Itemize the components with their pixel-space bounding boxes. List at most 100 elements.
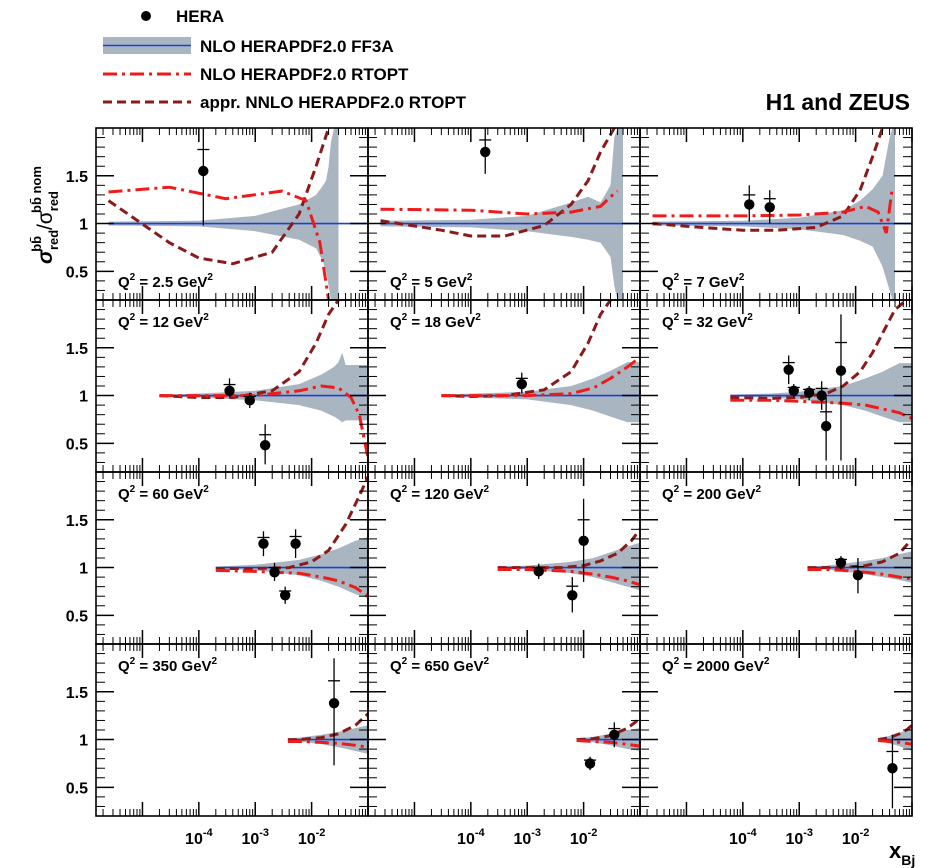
uncertainty-band — [380, 128, 623, 300]
nlo-rtopt-curve — [807, 568, 912, 581]
x-tick-label: 10-2 — [842, 827, 870, 848]
legend-hera-label: HERA — [176, 7, 224, 26]
data-point — [224, 385, 235, 396]
y-tick-label: 1.5 — [66, 513, 88, 530]
x-tick-label: 10-3 — [513, 827, 541, 848]
panel-2: Q2 = 5 GeV2 — [380, 128, 640, 300]
nlo-rtopt-curve — [380, 189, 619, 216]
nlo-rtopt-curve — [108, 185, 331, 300]
panel-plot-area — [159, 300, 368, 465]
nnlo-rtopt-curve — [159, 300, 340, 399]
uncertainty-band — [441, 362, 640, 423]
data-point — [259, 440, 271, 451]
uncertainty-band — [108, 128, 339, 300]
panel-4: Q2 = 12 GeV2 — [118, 300, 368, 465]
data-point — [516, 378, 527, 390]
data-point — [533, 566, 544, 577]
nnlo-rtopt-curve — [807, 537, 912, 570]
y-tick-label: 1 — [79, 733, 88, 750]
legend-nnlo-label: appr. NNLO HERAPDF2.0 RTOPT — [200, 93, 467, 112]
panel-plot-area — [576, 717, 640, 771]
data-point — [820, 420, 832, 432]
panel-q2-label: Q2 = 2000 GeV2 — [662, 656, 770, 675]
panel-plot-area — [497, 498, 640, 613]
panel-q2-label: Q2 = 350 GeV2 — [118, 656, 218, 675]
panel-9: Q2 = 200 GeV2 — [662, 484, 912, 594]
y-tick-label: 0.5 — [66, 264, 88, 281]
panel-10: Q2 = 350 GeV2 — [118, 656, 368, 766]
panel-6: Q2 = 32 GeV2 — [662, 300, 912, 461]
panel-q2-label: Q2 = 5 GeV2 — [390, 272, 473, 291]
x-tick-label: 10-2 — [570, 827, 598, 848]
nlo-rtopt-curve — [877, 739, 912, 746]
chart-title: H1 and ZEUS — [766, 89, 910, 115]
y-tick-label: 1.5 — [66, 341, 88, 358]
panel-q2-label: Q2 = 60 GeV2 — [118, 484, 209, 503]
panel-plot-area — [730, 300, 912, 461]
nnlo-rtopt-curve — [287, 712, 368, 742]
legend-nlo-label: NLO HERAPDF2.0 RTOPT — [200, 65, 409, 84]
data-point — [480, 146, 491, 158]
nlo-rtopt-curve — [215, 568, 368, 598]
data-point — [816, 390, 827, 401]
x-tick-label: 10-4 — [729, 827, 757, 848]
data-point — [578, 535, 589, 546]
y-tick-label: 1.5 — [66, 169, 88, 186]
panel-q2-label: Q2 = 200 GeV2 — [662, 484, 762, 503]
y-tick-label: 0.5 — [66, 780, 88, 797]
y-tick-label: 0.5 — [66, 436, 88, 453]
x-tick-label: 10-4 — [185, 827, 213, 848]
panel-11: Q2 = 650 GeV2 — [390, 656, 640, 771]
data-point — [835, 557, 847, 568]
panel-1: Q2 = 2.5 GeV2 — [107, 128, 368, 300]
uncertainty-band — [159, 352, 368, 423]
nnlo-rtopt-curve — [380, 128, 616, 238]
nlo-rtopt-curve — [730, 398, 912, 420]
data-point — [269, 567, 280, 578]
panel-q2-label: Q2 = 650 GeV2 — [390, 656, 490, 675]
panel-3: Q2 = 7 GeV2 — [652, 128, 912, 300]
nnlo-rtopt-curve — [215, 476, 368, 570]
y-tick-label: 1 — [79, 389, 88, 406]
data-point — [290, 538, 301, 549]
nlo-rtopt-curve — [159, 384, 368, 458]
panel-plot-area — [807, 537, 912, 594]
nlo-rtopt-curve — [287, 740, 368, 749]
data-point — [803, 387, 815, 398]
y-axis-label: σredbb̄ /σredbb̄ nom — [29, 166, 61, 264]
panel-frame — [639, 643, 913, 817]
data-point — [609, 729, 620, 740]
legend-ff3a-label: NLO HERAPDF2.0 FF3A — [200, 37, 394, 56]
panel-q2-label: Q2 = 2.5 GeV2 — [118, 272, 213, 291]
x-axis-label: xBj — [889, 838, 915, 868]
data-point — [835, 365, 847, 376]
nlo-rtopt-curve — [441, 356, 640, 398]
panel-plot-area — [215, 476, 368, 604]
panels-layer: Q2 = 2.5 GeV2 Q2 = 5 GeV2 Q2 = 7 GeV2 Q2 = … — [107, 128, 912, 809]
data-point — [764, 202, 775, 213]
nlo-rtopt-curve — [497, 568, 640, 587]
nnlo-rtopt-curve — [877, 724, 912, 742]
panel-plot-area — [380, 128, 640, 300]
x-tick-label: 10-2 — [298, 827, 326, 848]
data-point — [258, 538, 269, 549]
nlo-rtopt-curve — [652, 187, 894, 234]
panel-q2-label: Q2 = 7 GeV2 — [662, 272, 745, 291]
y-tick-label: 0.5 — [66, 608, 88, 625]
panel-q2-label: Q2 = 120 GeV2 — [390, 484, 490, 503]
data-point — [783, 364, 794, 375]
data-point — [584, 758, 596, 769]
uncertainty-band — [652, 128, 895, 300]
panel-plot-area — [107, 128, 368, 300]
legend-hera-marker — [141, 11, 151, 21]
x-tick-label: 10-4 — [457, 827, 485, 848]
panel-q2-label: Q2 = 32 GeV2 — [662, 312, 753, 331]
panel-plot-area — [652, 128, 912, 300]
panel-plot-area — [441, 300, 640, 423]
data-point — [788, 385, 799, 396]
svg-text:σredbb̄ /σredbb̄ nom: σredbb̄ /σredbb̄ nom — [29, 166, 61, 264]
y-tick-label: 1 — [79, 561, 88, 578]
nnlo-rtopt-curve — [107, 128, 331, 266]
data-point — [852, 570, 864, 581]
